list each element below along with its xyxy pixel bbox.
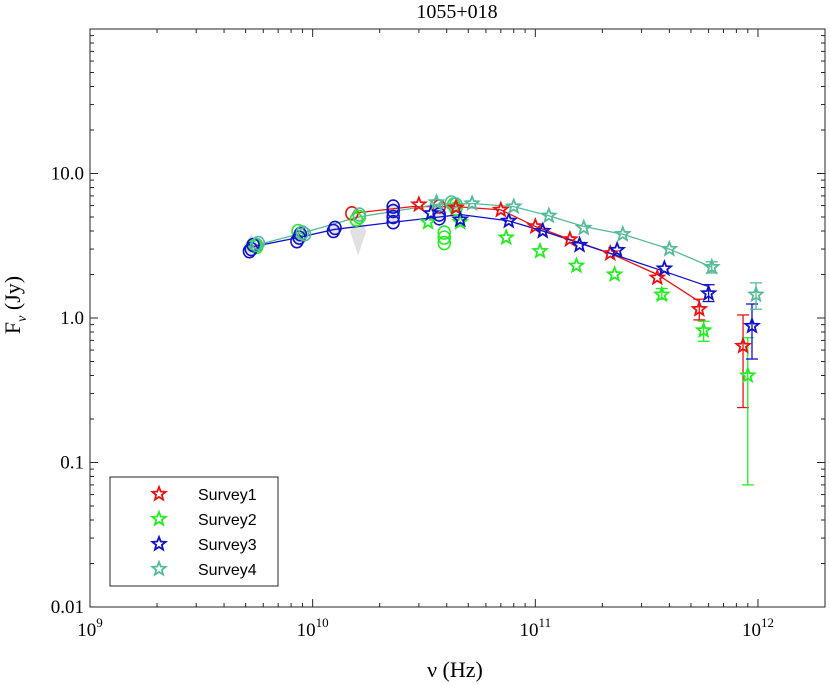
survey2-star-4 (567, 256, 586, 274)
survey4-circle-2 (295, 225, 310, 240)
star-markers (409, 193, 766, 384)
x-tick-label-3: 1012 (742, 615, 774, 641)
survey3-circle-11 (386, 199, 400, 214)
survey2-circle-7 (437, 230, 452, 245)
legend-label-survey4: Survey4 (198, 562, 257, 579)
circle-markers (242, 195, 463, 259)
x-tick-label-1: 1010 (297, 615, 329, 641)
legend-label-survey2: Survey2 (198, 512, 257, 529)
survey4-circle-0 (249, 237, 264, 253)
survey3-star-1 (451, 210, 470, 228)
survey4-star-8 (746, 285, 766, 303)
y-tick-label-3: 10.0 (51, 164, 84, 185)
survey1-star-2 (491, 200, 510, 218)
survey1-star-3 (526, 216, 545, 235)
series-lines (251, 202, 713, 303)
survey2-star-5 (605, 265, 624, 283)
axes: 109 1010 1011 1012 0.01 0.1 1.0 10.0 (51, 28, 826, 641)
survey2-circle-8 (437, 225, 452, 240)
y-tick-label-1: 0.1 (60, 453, 84, 474)
survey4-line (256, 202, 713, 268)
x-tick-label-2: 1011 (520, 615, 552, 641)
survey2-star-0 (419, 212, 438, 230)
survey1-star-1 (446, 198, 465, 216)
survey1-star-8 (734, 336, 753, 354)
survey3-circle-10 (386, 203, 400, 219)
survey3-star-2 (499, 211, 518, 229)
survey3-star-8 (742, 316, 762, 334)
survey2-star-1 (451, 212, 470, 230)
legend: Survey1 Survey2 Survey3 Survey4 (109, 476, 279, 587)
variability-band-4 (385, 201, 402, 227)
survey2-star-3 (531, 241, 550, 259)
survey4-star-0 (427, 193, 446, 211)
survey3-star-6 (655, 259, 674, 277)
survey4-circle-4 (352, 207, 367, 222)
survey4-star-5 (613, 224, 632, 242)
survey1-star-6 (648, 268, 667, 286)
survey3-star-7 (699, 283, 718, 302)
legend-marker-survey3 (149, 534, 169, 552)
survey4-star-1 (463, 193, 482, 212)
survey4-star-6 (660, 239, 679, 257)
survey4-star-4 (574, 218, 593, 236)
survey1-star-5 (601, 243, 620, 262)
survey3-line (251, 213, 709, 288)
legend-marker-survey1 (149, 484, 169, 502)
legend-marker-survey2 (149, 509, 169, 527)
survey3-star-3 (533, 221, 552, 239)
survey1-errorbar-1 (737, 314, 750, 409)
x-tick-label-0: 109 (77, 615, 103, 641)
survey1-star-7 (690, 299, 709, 317)
survey1-star-0 (409, 195, 428, 213)
variability-bands (243, 199, 462, 259)
survey3-star-5 (608, 240, 627, 258)
y-tick-label-0: 0.01 (51, 597, 84, 618)
survey3-circle-5 (293, 226, 308, 242)
survey4-circle-3 (297, 226, 312, 242)
survey3-star-0 (421, 203, 441, 222)
y-tick-label-2: 1.0 (60, 308, 84, 329)
legend-label-survey1: Survey1 (198, 487, 257, 504)
survey2-star-8 (738, 365, 757, 384)
survey2-star-2 (497, 228, 516, 246)
legend-label-survey3: Survey3 (198, 537, 257, 554)
survey3-star-4 (570, 235, 589, 253)
y-axis-label: Fν (Jy) (0, 276, 30, 334)
survey4-star-7 (702, 257, 721, 275)
survey2-star-7 (694, 320, 713, 339)
survey2-circle-6 (437, 235, 452, 251)
survey1-star-4 (560, 229, 579, 248)
survey2-star-6 (652, 285, 671, 303)
survey4-star-3 (539, 206, 558, 224)
legend-marker-survey4 (149, 559, 169, 577)
survey3-circle-7 (328, 220, 342, 236)
survey3-circle-9 (386, 209, 400, 225)
survey4-circle-1 (251, 235, 266, 251)
survey3-circle-8 (386, 214, 400, 230)
survey4-star-2 (504, 197, 523, 215)
chart-title: 1055+018 (416, 1, 497, 23)
x-axis-label: ν (Hz) (427, 657, 483, 682)
legend-box (109, 476, 279, 587)
